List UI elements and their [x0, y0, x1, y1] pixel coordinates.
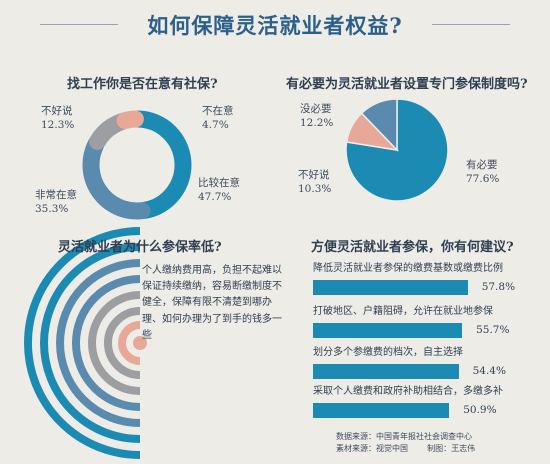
donut-label-bijiaozaiyi: 比较在意 47.7% [198, 176, 240, 204]
title-right-line [432, 24, 510, 25]
reason-arc-3 [56, 259, 141, 427]
bar-label: 划分多个参缴费的档次，自主选择 [313, 347, 463, 358]
pie-label-youbiyao-name: 有必要 [466, 159, 498, 171]
pie-slice-3 [360, 98, 398, 152]
bar-fill [313, 323, 463, 338]
pie-label-meibiyao-name: 没必要 [300, 103, 332, 115]
donut-label-bijiaozaiyi-value: 47.7% [198, 191, 232, 203]
donut-segment-4 [116, 110, 144, 130]
credits-material: 素材来源：视觉中国 [336, 444, 408, 453]
bar-fill [313, 280, 468, 295]
bar-label: 打破地区、户籍阻碍，允许在就业地参保 [313, 306, 493, 317]
donut-label-buzaiyi-value: 4.7% [202, 119, 229, 131]
bar-row: 54.4% [313, 364, 528, 379]
pie-label-meibiyao: 没必要 12.2% [300, 102, 333, 130]
bar-label: 降低灵活就业者参保的缴费基数或缴费比例 [313, 263, 503, 274]
reason-arc-7 [118, 321, 141, 365]
credits-source: 数据来源：中国青年报社社会调查中心 [336, 432, 472, 441]
pie-label-youbiyao: 有必要 77.6% [466, 158, 499, 186]
pie-label-meibiyao-value: 12.2% [300, 117, 334, 129]
donut-label-buhaoshuo-value: 12.3% [41, 119, 75, 131]
bar-row: 57.8% [313, 280, 528, 295]
donut-label-feichangzaiyi-value: 35.3% [35, 203, 69, 215]
reasons-text: 个人缴纳费用高，负担不起难以保证持续缴纳，容易断缴制度不健全，保障有限不清楚到哪… [142, 265, 282, 341]
bar-row: 55.7% [313, 323, 528, 338]
reason-arc-1 [24, 227, 141, 459]
donut-label-buhaoshuo-name: 不好说 [41, 105, 73, 117]
bar-value: 50.9% [463, 404, 497, 416]
pie-label-buhaoshuo-value: 10.3% [298, 183, 332, 195]
suggestions-chart-title: 方便灵活就业者参保，你有何建议? [311, 240, 514, 255]
reason-arc-6 [104, 307, 141, 379]
reason-arc-5 [88, 291, 141, 395]
reason-arc-4 [72, 275, 141, 411]
bar-item-1: 降低灵活就业者参保的缴费基数或缴费比例 57.8% [313, 262, 528, 295]
title-left-line [40, 24, 118, 25]
bar-label: 采取个人缴费和政府补助相结合，多缴多补 [313, 386, 503, 397]
donut-label-buzaiyi-name: 不在意 [202, 105, 234, 117]
bar-fill [313, 403, 450, 418]
credits-producer: 制图：王志伟 [427, 444, 476, 453]
bar-value: 55.7% [476, 324, 510, 336]
donut-segment-2 [82, 135, 151, 220]
credits: 数据来源：中国青年报社社会调查中心 素材来源：视觉中国 制图：王志伟 [336, 431, 475, 455]
bar-value: 57.8% [481, 281, 516, 293]
donut-label-buzaiyi: 不在意 4.7% [202, 104, 234, 132]
donut-label-feichangzaiyi-name: 非常在意 [35, 189, 77, 201]
pie-label-buhaoshuo-name: 不好说 [298, 169, 330, 181]
donut-chart-title: 找工作你是否在意有社保? [67, 77, 218, 92]
bar-fill [313, 364, 459, 379]
bar-row: 50.9% [313, 403, 528, 418]
reason-center-dot [133, 336, 147, 350]
bar-value: 54.4% [472, 365, 506, 377]
reasons-chart-title: 灵活就业者为什么参保率低? [58, 240, 222, 255]
credits-line-2: 素材来源：视觉中国 制图：王志伟 [336, 443, 475, 455]
bar-item-4: 采取个人缴费和政府补助相结合，多缴多补 50.9% [313, 385, 528, 418]
pie-label-youbiyao-value: 77.6% [466, 173, 500, 185]
bar-item-3: 划分多个参缴费的档次，自主选择 54.4% [313, 346, 528, 379]
bar-item-2: 打破地区、户籍阻碍，允许在就业地参保 55.7% [313, 305, 528, 338]
donut-label-feichangzaiyi: 非常在意 35.3% [35, 188, 77, 216]
donut-label-buhaoshuo: 不好说 12.3% [41, 104, 74, 132]
pie-label-buhaoshuo: 不好说 10.3% [298, 168, 331, 196]
donut-label-bijiaozaiyi-name: 比较在意 [198, 177, 240, 189]
donut-segment-1 [130, 110, 192, 219]
page-title: 如何保障灵活就业者权益? [147, 13, 403, 38]
reason-arc-2 [40, 243, 141, 443]
pie-chart-title: 有必要为灵活就业者设置专门参保制度吗? [286, 77, 528, 92]
